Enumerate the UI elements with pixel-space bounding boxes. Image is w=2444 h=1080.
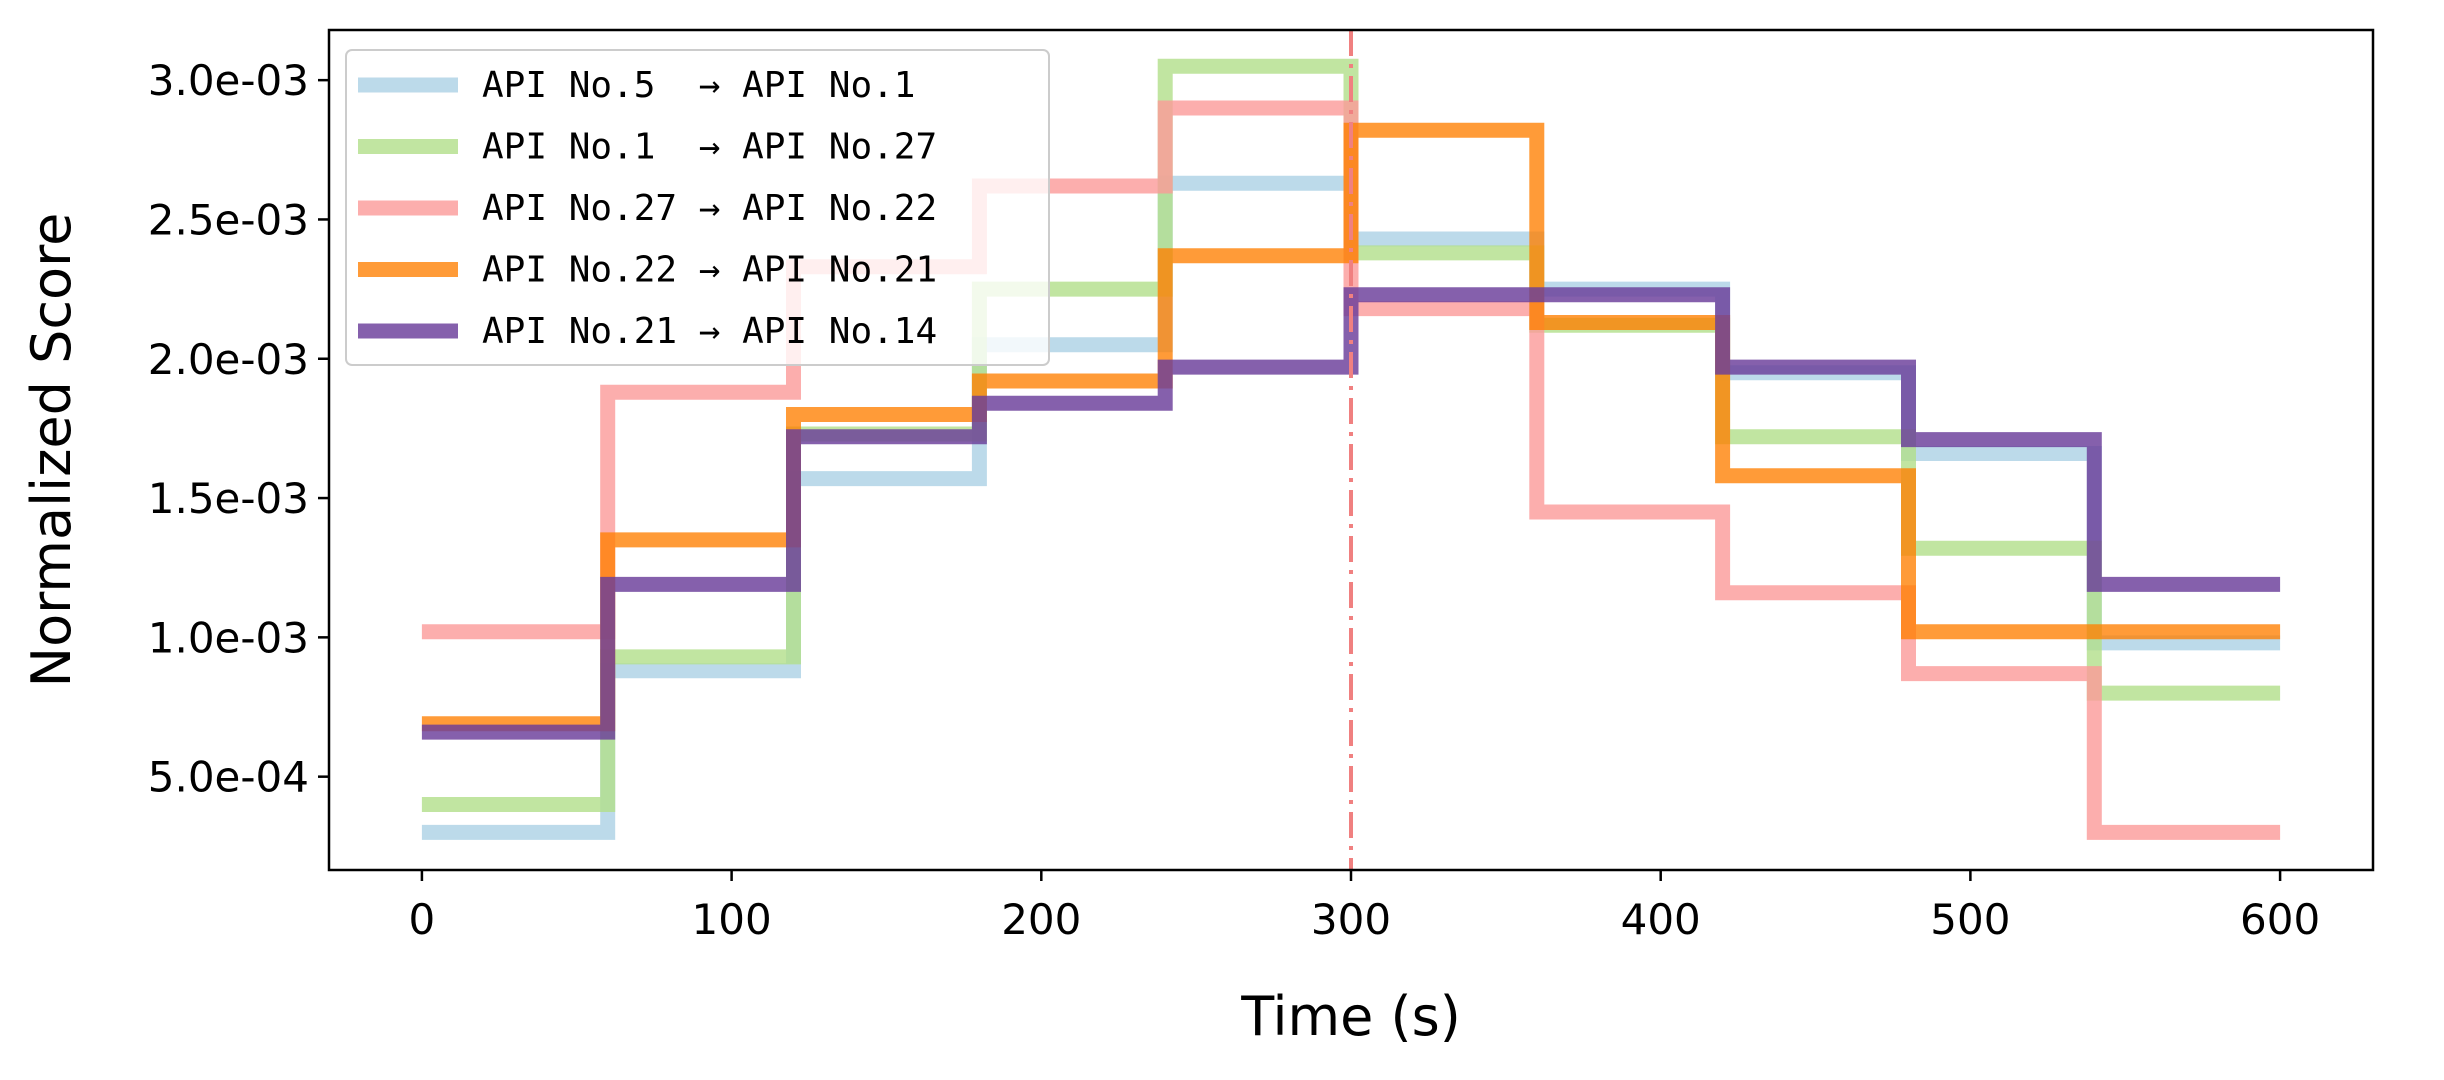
legend-frame bbox=[345, 49, 1050, 366]
x-tick-label: 400 bbox=[1621, 895, 1701, 944]
x-tick-label: 500 bbox=[1930, 895, 2010, 944]
y-tick-label: 2.5e-03 bbox=[148, 195, 309, 244]
x-tick-label: 200 bbox=[1001, 895, 1081, 944]
y-tick-label: 1.5e-03 bbox=[148, 474, 309, 523]
y-tick-label: 2.0e-03 bbox=[148, 335, 309, 384]
x-tick-label: 100 bbox=[692, 895, 772, 944]
y-tick-label: 3.0e-03 bbox=[148, 56, 309, 105]
y-axis-title: Normalized Score bbox=[20, 213, 83, 688]
legend-label-4: API No.22 → API No.21 bbox=[482, 250, 937, 291]
x-tick-label: 600 bbox=[2240, 895, 2320, 944]
legend-label-5: API No.21 → API No.14 bbox=[482, 311, 937, 352]
x-tick-label: 300 bbox=[1311, 895, 1391, 944]
x-tick-label: 0 bbox=[409, 895, 436, 944]
y-tick-label: 5.0e-04 bbox=[148, 753, 309, 802]
legend-label-2: API No.1 → API No.27 bbox=[482, 127, 937, 168]
plot-area: 0 100 200 300 400 500 600 5.0e-04 1.0e-03 1.5e-03… bbox=[148, 28, 2375, 944]
y-tick-label: 1.0e-03 bbox=[148, 613, 309, 662]
legend-label-1: API No.5 → API No.1 bbox=[482, 65, 915, 106]
x-axis-title: Time (s) bbox=[1240, 985, 1461, 1048]
legend-label-3: API No.27 → API No.22 bbox=[482, 188, 937, 229]
legend: API No.5 → API No.1 API No.1 → API No.27 A… bbox=[345, 49, 1050, 366]
